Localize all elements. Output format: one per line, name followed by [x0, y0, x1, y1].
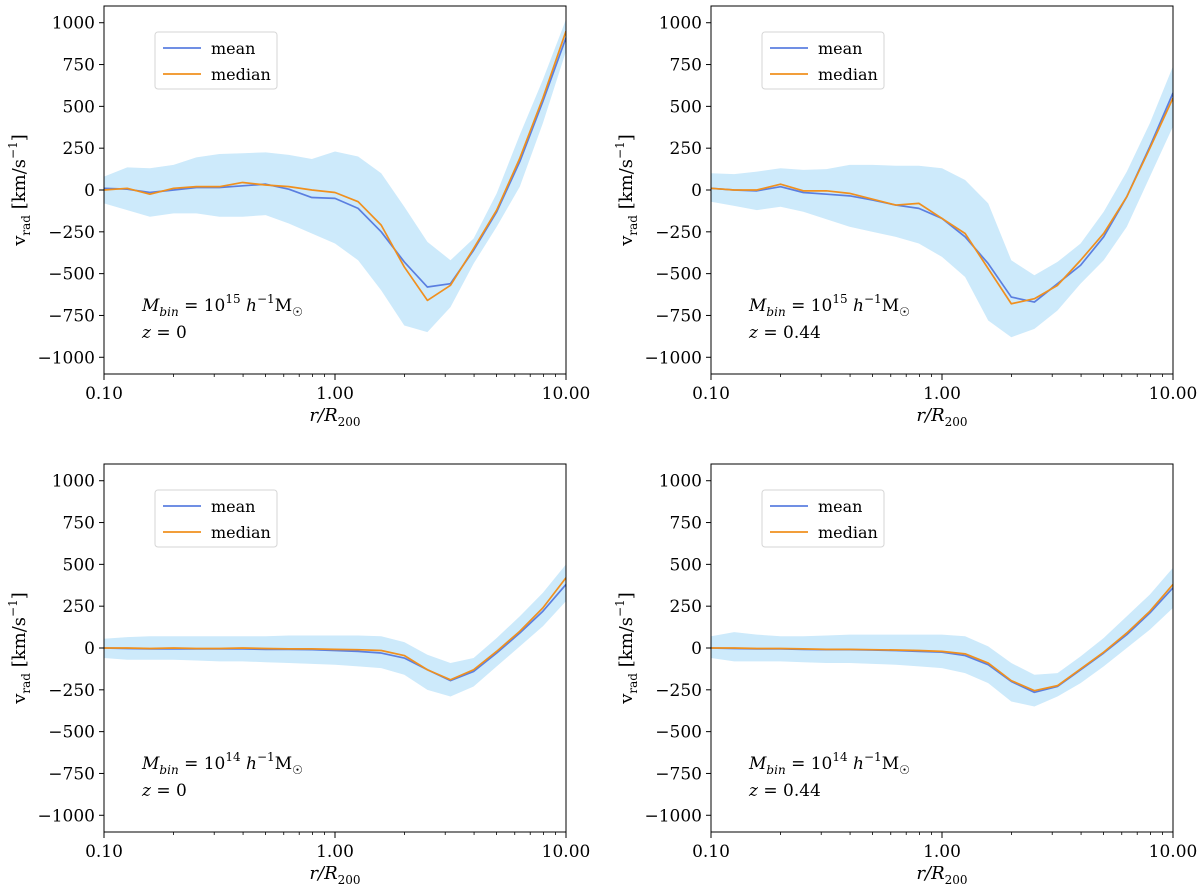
- mass-bin-annotation: Mbin = 1014 h−1M☉: [141, 750, 303, 777]
- legend: mean median: [761, 31, 885, 90]
- x-tick-label: 1.00: [923, 384, 961, 404]
- y-tick-label: 250: [63, 139, 95, 159]
- x-tick-label: 0.10: [85, 842, 123, 862]
- y-tick-label: −1000: [37, 806, 95, 826]
- y-tick-label: 1000: [659, 14, 702, 34]
- y-tick-label: 1000: [659, 472, 702, 492]
- y-tick-label: 0: [84, 639, 95, 659]
- y-tick-label: 0: [84, 181, 95, 201]
- series-line-median: [711, 583, 1173, 692]
- spread-band: [104, 564, 566, 697]
- y-tick-label: −1000: [644, 348, 702, 368]
- y-tick-label: 0: [691, 181, 702, 201]
- series-line-median: [104, 577, 566, 681]
- y-axis-label: vrad [km/s−1]: [613, 134, 640, 247]
- legend: mean median: [154, 31, 278, 90]
- y-axis-label: vrad [km/s−1]: [613, 592, 640, 705]
- mass-bin-annotation: Mbin = 1015 h−1M☉: [748, 292, 910, 319]
- y-tick-label: −250: [48, 681, 95, 701]
- redshift-annotation: z = 0.44: [748, 323, 821, 343]
- legend: mean median: [154, 489, 278, 548]
- y-axis-label: vrad [km/s−1]: [6, 592, 33, 705]
- panel-top-left: 1000 750 500 250 0 −250 −500 −750 −1000 0.10 1.00 1…: [6, 5, 591, 429]
- panel-bottom-left: 1000 750 500 250 0 −250 −500 −750 −1000 0.10 1.00 1…: [6, 463, 591, 887]
- legend-label-mean: mean: [211, 497, 255, 516]
- legend-label-median: median: [211, 523, 271, 542]
- y-tick-label: 0: [691, 639, 702, 659]
- x-axis-label: r/R200: [309, 405, 360, 429]
- x-tick-label: 10.00: [542, 842, 591, 862]
- y-axis-label: vrad [km/s−1]: [6, 134, 33, 247]
- mass-bin-annotation: Mbin = 1015 h−1M☉: [141, 292, 303, 319]
- y-tick-label: 750: [63, 514, 95, 534]
- y-tick-label: 500: [63, 97, 95, 117]
- y-tick-label: −750: [655, 764, 702, 784]
- legend-label-median: median: [818, 65, 878, 84]
- y-tick-label: 750: [670, 56, 702, 76]
- series-line-mean: [104, 37, 566, 288]
- y-tick-label: −750: [48, 764, 95, 784]
- y-tick-label: −750: [655, 306, 702, 326]
- x-tick-label: 10.00: [1149, 842, 1198, 862]
- x-tick-label: 0.10: [692, 842, 730, 862]
- x-tick-label: 1.00: [316, 384, 354, 404]
- x-axis-label: r/R200: [309, 863, 360, 887]
- redshift-annotation: z = 0: [141, 781, 187, 801]
- legend-label-median: median: [818, 523, 878, 542]
- y-tick-label: −750: [48, 306, 95, 326]
- y-tick-label: −1000: [644, 806, 702, 826]
- legend-label-mean: mean: [818, 39, 862, 58]
- spread-band: [711, 567, 1173, 707]
- y-tick-label: −250: [655, 681, 702, 701]
- legend-label-mean: mean: [818, 497, 862, 516]
- y-tick-label: −250: [655, 223, 702, 243]
- x-tick-label: 10.00: [1149, 384, 1198, 404]
- spread-band: [711, 66, 1173, 338]
- y-tick-label: −500: [655, 723, 702, 743]
- y-tick-label: −1000: [37, 348, 95, 368]
- x-tick-label: 1.00: [923, 842, 961, 862]
- y-tick-label: −250: [48, 223, 95, 243]
- series-line-median: [104, 30, 566, 302]
- x-axis-label: r/R200: [916, 405, 967, 429]
- y-tick-label: 750: [670, 514, 702, 534]
- y-tick-label: 500: [670, 555, 702, 575]
- redshift-annotation: z = 0.44: [748, 781, 821, 801]
- panel-bottom-right: 1000 750 500 250 0 −250 −500 −750 −1000 0.10 1.00 1…: [613, 463, 1198, 887]
- x-tick-label: 1.00: [316, 842, 354, 862]
- mass-bin-annotation: Mbin = 1014 h−1M☉: [748, 750, 910, 777]
- legend: mean median: [761, 489, 885, 548]
- y-tick-label: −500: [48, 723, 95, 743]
- y-tick-label: 500: [670, 97, 702, 117]
- y-tick-label: 500: [63, 555, 95, 575]
- x-axis-label: r/R200: [916, 863, 967, 887]
- x-tick-label: 0.10: [692, 384, 730, 404]
- y-tick-label: 250: [63, 597, 95, 617]
- spread-band: [104, 19, 566, 333]
- panel-top-right: 1000 750 500 250 0 −250 −500 −750 −1000 0.10 1.00 1…: [613, 5, 1198, 429]
- y-tick-label: 1000: [52, 14, 95, 34]
- y-tick-label: 250: [670, 139, 702, 159]
- series-line-median: [711, 97, 1173, 305]
- y-tick-label: 1000: [52, 472, 95, 492]
- x-tick-label: 10.00: [542, 384, 591, 404]
- x-tick-label: 0.10: [85, 384, 123, 404]
- y-tick-label: 750: [63, 56, 95, 76]
- legend-label-median: median: [211, 65, 271, 84]
- y-tick-label: −500: [48, 265, 95, 285]
- y-tick-label: −500: [655, 265, 702, 285]
- y-tick-label: 250: [670, 597, 702, 617]
- legend-label-mean: mean: [211, 39, 255, 58]
- redshift-annotation: z = 0: [141, 323, 187, 343]
